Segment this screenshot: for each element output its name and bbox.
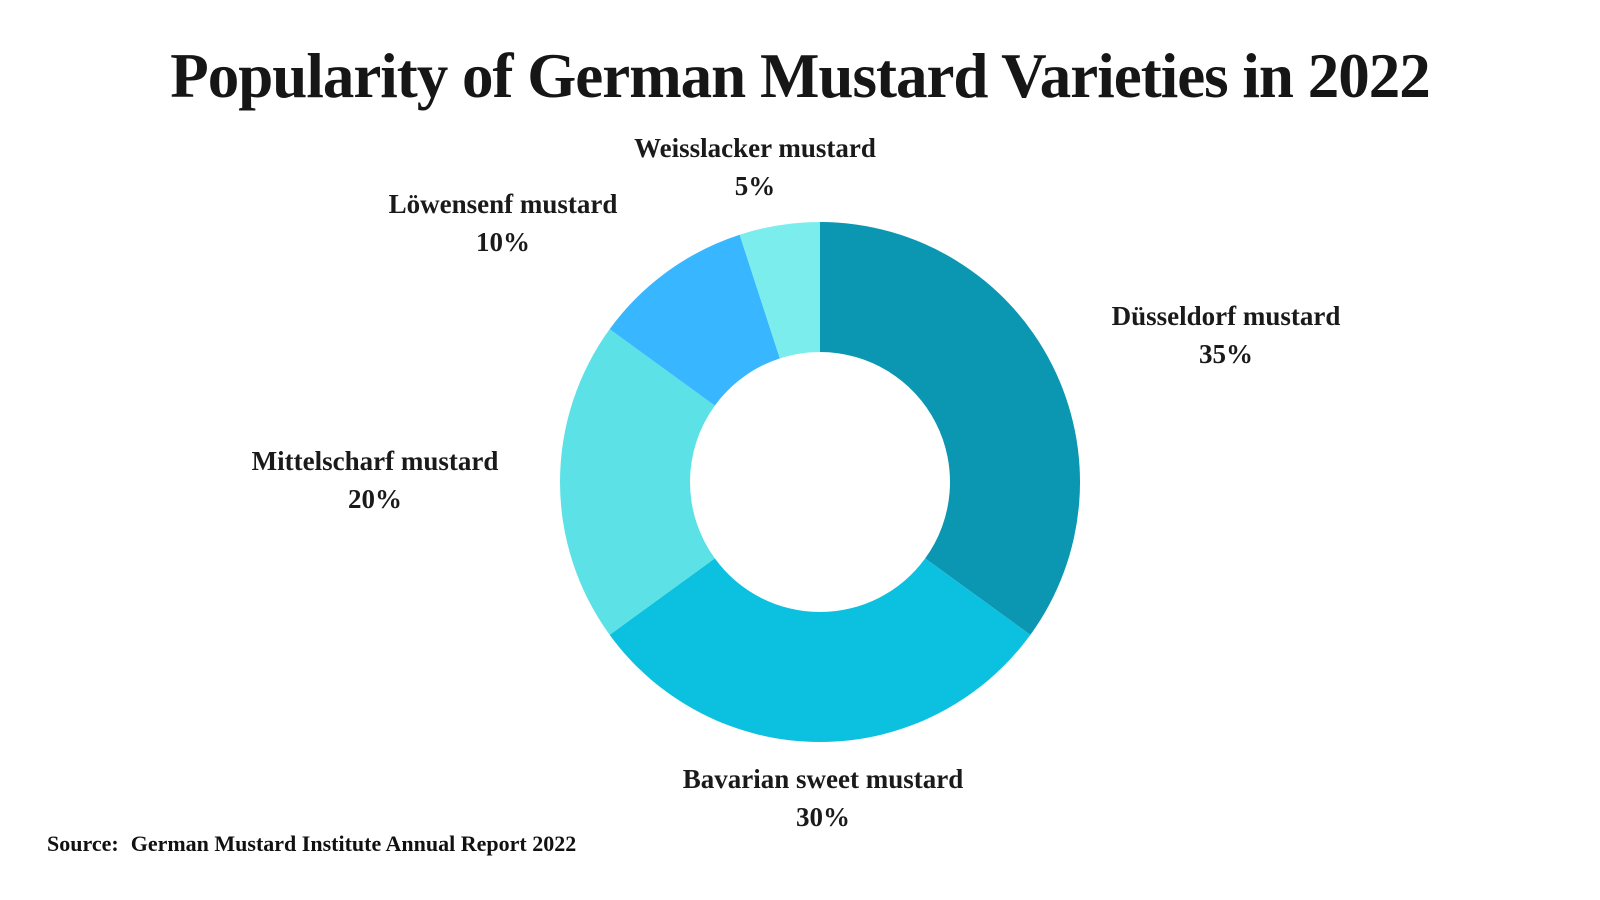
- source-label: Source:: [47, 831, 119, 856]
- donut-segment-4: [739, 222, 820, 359]
- slice-value: 30%: [795, 802, 850, 832]
- slice-name: Löwensenf mustard: [388, 189, 618, 219]
- slice-name: Bavarian sweet mustard: [682, 764, 964, 794]
- donut-segment-2: [560, 329, 715, 635]
- donut-chart: [560, 222, 1080, 743]
- donut-segment-1: [609, 558, 1031, 743]
- slice-value: 35%: [1198, 339, 1253, 369]
- slice-value: 5%: [734, 171, 776, 201]
- source-text: German Mustard Institute Annual Report 2…: [130, 831, 577, 856]
- slice-label-lowensenf: Löwensenf mustard 10%: [389, 187, 618, 259]
- slice-label-weisslacker: Weisslacker mustard 5%: [634, 131, 876, 203]
- slice-label-bavarian-sweet: Bavarian sweet mustard 30%: [683, 762, 963, 834]
- donut-chart-svg: [560, 222, 1080, 743]
- slice-value: 20%: [347, 484, 402, 514]
- donut-segment-0: [820, 222, 1080, 635]
- slice-label-mittelscharf: Mittelscharf mustard 20%: [252, 444, 499, 516]
- slice-name: Weisslacker mustard: [634, 133, 876, 163]
- source-note: Source: German Mustard Institute Annual R…: [47, 831, 576, 857]
- slice-name: Düsseldorf mustard: [1111, 301, 1341, 331]
- donut-segment-3: [609, 234, 780, 406]
- slice-name: Mittelscharf mustard: [251, 446, 499, 476]
- slice-label-dusseldorf: Düsseldorf mustard 35%: [1112, 299, 1341, 371]
- chart-title: Popularity of German Mustard Varieties i…: [170, 41, 1430, 111]
- slice-value: 10%: [475, 227, 530, 257]
